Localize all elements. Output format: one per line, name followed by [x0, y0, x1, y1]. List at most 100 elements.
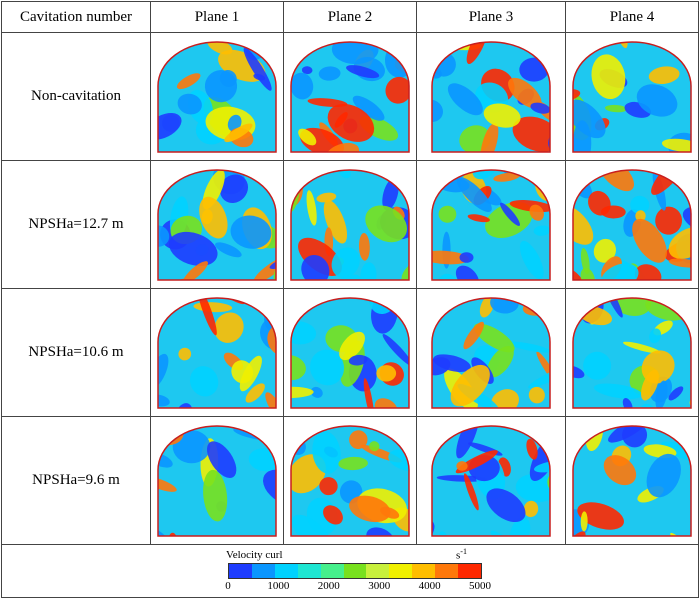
contour-blob	[528, 363, 550, 388]
contour-plot	[572, 296, 692, 409]
contour-blob	[467, 213, 490, 222]
contour-blob	[490, 388, 519, 408]
contour-blob	[490, 297, 519, 314]
contour-blob	[635, 209, 646, 221]
contour-blob	[670, 41, 692, 43]
colorbar-swatch	[297, 564, 321, 578]
contour-blob	[227, 114, 242, 131]
row-label-npsha-10-6: NPSHa=10.6 m	[1, 288, 151, 417]
contour-blob	[291, 72, 314, 99]
contour-blob	[456, 425, 480, 458]
contour-blob	[158, 112, 182, 140]
contour-blob	[455, 265, 479, 280]
contour-blob	[183, 260, 208, 280]
contour-blob	[622, 397, 633, 408]
contour-blob	[661, 138, 691, 152]
contour-blob	[623, 341, 661, 353]
contour-blob	[648, 65, 680, 84]
contour-blob	[327, 103, 375, 142]
contour-blob	[466, 41, 488, 64]
contour-blob	[291, 354, 306, 380]
contour-blob	[622, 425, 648, 447]
contour-blob	[376, 364, 397, 382]
contour-blob	[588, 190, 611, 216]
contour-blob	[529, 204, 544, 221]
contour-blob	[472, 169, 497, 179]
colorbar-swatch	[458, 564, 481, 578]
contour-blob	[500, 202, 520, 226]
contour-blob	[374, 397, 398, 408]
contour-plot	[431, 168, 551, 281]
contour-blob	[597, 169, 635, 191]
contour-plot	[157, 40, 277, 153]
contour-blob	[366, 526, 395, 536]
legend-unit: s-1	[456, 547, 467, 562]
contour-blob	[603, 454, 637, 485]
contour-blob	[403, 425, 409, 434]
contour-blob	[265, 391, 276, 408]
contour-blob	[292, 514, 333, 536]
contour-blob	[301, 254, 330, 280]
colorbar	[228, 563, 482, 579]
colorbar-swatch	[274, 564, 298, 578]
contour-blob	[580, 510, 588, 531]
contour-blob	[655, 206, 683, 235]
contour-blob	[459, 251, 474, 263]
contour-blob	[515, 473, 550, 502]
contour-blob	[291, 425, 294, 450]
contour-blob	[316, 192, 337, 202]
contour-blob	[318, 65, 341, 81]
contour-blob	[301, 65, 313, 74]
contour-blob	[214, 311, 244, 343]
contour-blob	[310, 349, 345, 385]
contour-blob	[636, 83, 678, 117]
contour-blob	[158, 475, 177, 492]
contour-blob	[312, 430, 341, 474]
contour-blob	[263, 469, 276, 507]
contour-blob	[203, 469, 228, 521]
contour-blob	[577, 501, 624, 530]
contour-blob	[508, 77, 542, 109]
contour-plot	[572, 40, 692, 153]
contour-blob	[649, 327, 662, 343]
contour-plot	[157, 296, 277, 409]
contour-blob	[593, 383, 643, 399]
contour-blob	[450, 364, 490, 406]
contour-blob	[385, 76, 409, 104]
contour-plot	[290, 168, 410, 281]
contour-plot	[290, 296, 410, 409]
contour-blob	[224, 123, 253, 142]
contour-blob	[634, 263, 662, 280]
contour-blob	[298, 128, 317, 145]
colorbar-tick-label: 2000	[317, 580, 340, 592]
contour-blob	[231, 359, 254, 383]
contour-blob	[493, 171, 521, 182]
contour-blob	[158, 169, 159, 189]
contour-blob	[519, 240, 544, 279]
contour-blob	[646, 453, 681, 497]
legend-row: Velocity curl s-1 0 1000 2000 3000 4000 5000	[1, 544, 699, 598]
colorbar-tick-label: 5000	[469, 580, 491, 592]
contour-blob	[542, 297, 550, 305]
row-label-non-cavitation: Non-cavitation	[1, 32, 151, 161]
contour-blob	[530, 102, 550, 114]
colorbar-swatch	[343, 564, 367, 578]
contour-blob	[533, 225, 550, 236]
contour-blob	[432, 99, 443, 122]
contour-blob	[199, 196, 228, 238]
contour-blob	[323, 504, 343, 524]
contour-blob	[573, 203, 594, 245]
contour-blob	[533, 460, 550, 472]
contour-blob	[369, 440, 380, 451]
contour-blob	[382, 333, 409, 366]
contour-blob	[380, 506, 400, 519]
colorbar-swatch	[366, 564, 390, 578]
contour-plot	[290, 40, 410, 153]
contour-blob	[473, 323, 515, 352]
contour-blob	[360, 261, 377, 280]
contour-blob	[331, 246, 360, 278]
legend-title: Velocity curl	[226, 549, 283, 561]
colorbar-tick-label: 0	[225, 580, 231, 592]
contour-blob	[290, 425, 293, 434]
